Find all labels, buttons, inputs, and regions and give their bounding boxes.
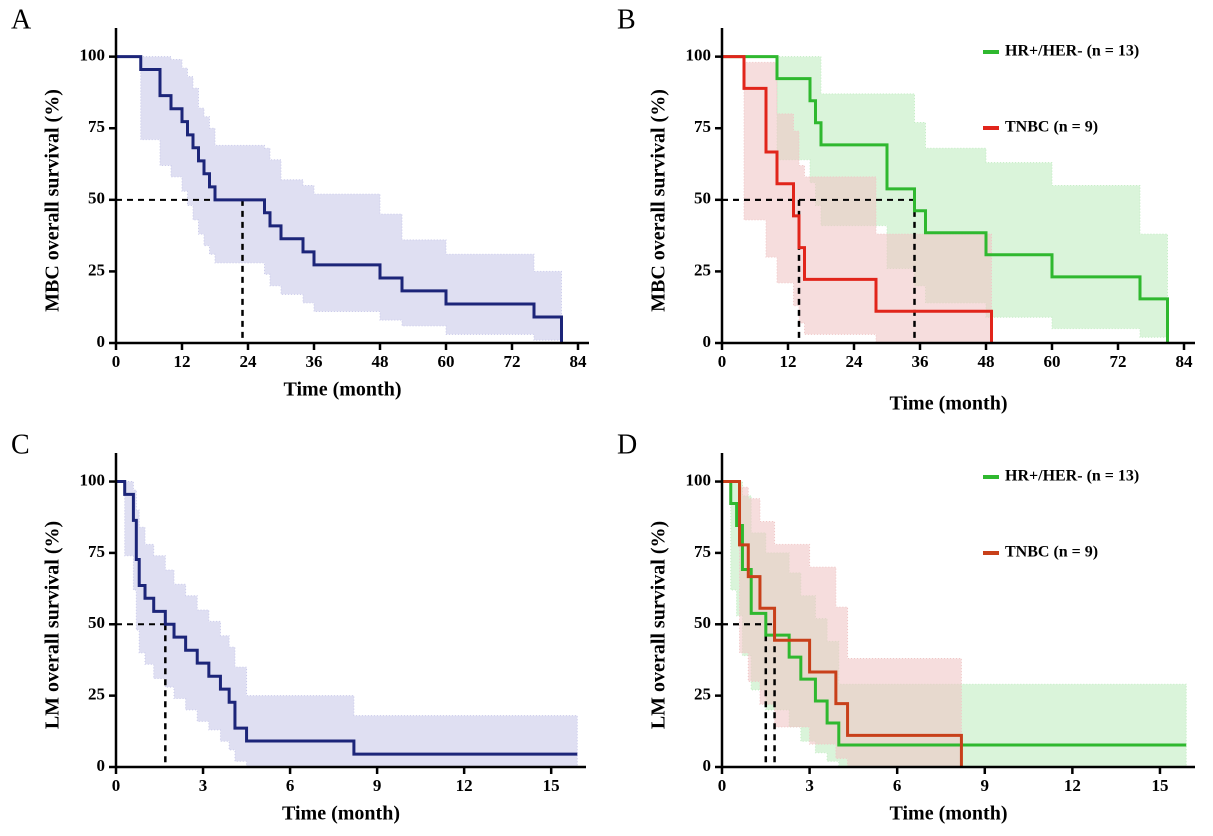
y-tick-label: 50 [88,613,105,632]
x-tick-label: 84 [1176,352,1194,371]
x-tick-label: 60 [438,352,455,371]
x-tick-label: 36 [912,352,929,371]
y-axis-title: MBC overall survival (%) [42,89,64,312]
x-tick-label: 36 [306,352,323,371]
x-axis-title: Time (month) [282,803,400,825]
panel-label: A [11,4,32,35]
y-tick-label: 25 [88,685,105,704]
survival-curve [722,55,1169,343]
survival-curve [722,480,963,767]
x-axis-title: Time (month) [890,393,1008,415]
x-tick-label: 3 [805,776,814,795]
x-tick-label: 3 [199,776,208,795]
y-tick-label: 0 [97,756,106,775]
y-tick-label: 25 [88,260,105,279]
x-tick-label: 24 [846,352,864,371]
x-tick-label: 48 [372,352,389,371]
x-tick-label: 15 [1151,776,1168,795]
x-tick-label: 24 [240,352,258,371]
y-tick-label: 25 [694,685,711,704]
y-tick-label: 75 [88,117,105,136]
panel-label: B [617,4,636,35]
x-tick-label: 72 [1110,352,1127,371]
y-tick-label: 100 [686,46,712,65]
x-tick-label: 9 [981,776,990,795]
x-tick-label: 12 [1064,776,1081,795]
survival-curve [116,55,563,343]
panel-label: C [11,429,30,460]
x-tick-label: 48 [978,352,995,371]
panel-label: D [617,429,637,460]
legend-label: HR+/HER- (n = 13) [1005,468,1139,485]
y-tick-label: 75 [88,542,105,561]
y-tick-label: 50 [88,189,105,208]
confidence-band [722,56,1168,343]
y-tick-label: 75 [694,117,711,136]
survival-curve [116,480,578,756]
survival-curve [722,55,993,343]
x-tick-label: 72 [504,352,521,371]
y-tick-label: 50 [694,189,711,208]
legend-label: HR+/HER- (n = 13) [1005,43,1139,60]
y-tick-label: 100 [80,470,106,489]
legend-label: TNBC (n = 9) [1005,119,1098,136]
y-tick-label: 100 [686,470,712,489]
legend-label: TNBC (n = 9) [1005,544,1098,561]
y-tick-label: 50 [694,613,711,632]
y-tick-label: 100 [80,46,106,65]
x-tick-label: 12 [456,776,473,795]
y-tick-label: 0 [97,332,106,351]
x-tick-label: 9 [373,776,382,795]
y-tick-label: 0 [703,756,712,775]
y-tick-label: 75 [694,542,711,561]
x-tick-label: 6 [286,776,295,795]
x-tick-label: 12 [174,352,191,371]
x-tick-label: 84 [570,352,588,371]
y-tick-label: 0 [703,332,712,351]
x-axis-title: Time (month) [284,379,402,401]
y-tick-label: 25 [694,260,711,279]
confidence-band [116,481,578,768]
x-tick-label: 0 [718,352,727,371]
x-axis-title: Time (month) [890,803,1008,825]
x-tick-label: 15 [543,776,560,795]
x-tick-label: 60 [1044,352,1061,371]
x-tick-label: 6 [893,776,902,795]
confidence-band [722,481,962,768]
x-tick-label: 12 [780,352,797,371]
x-tick-label: 0 [112,352,121,371]
confidence-band [116,56,562,343]
y-axis-title: MBC overall survival (%) [648,89,670,312]
survival-curve [722,480,1187,747]
x-tick-label: 0 [718,776,727,795]
y-axis-title: LM overall survival (%) [648,521,670,729]
x-tick-label: 0 [112,776,121,795]
y-axis-title: LM overall survival (%) [42,521,64,729]
